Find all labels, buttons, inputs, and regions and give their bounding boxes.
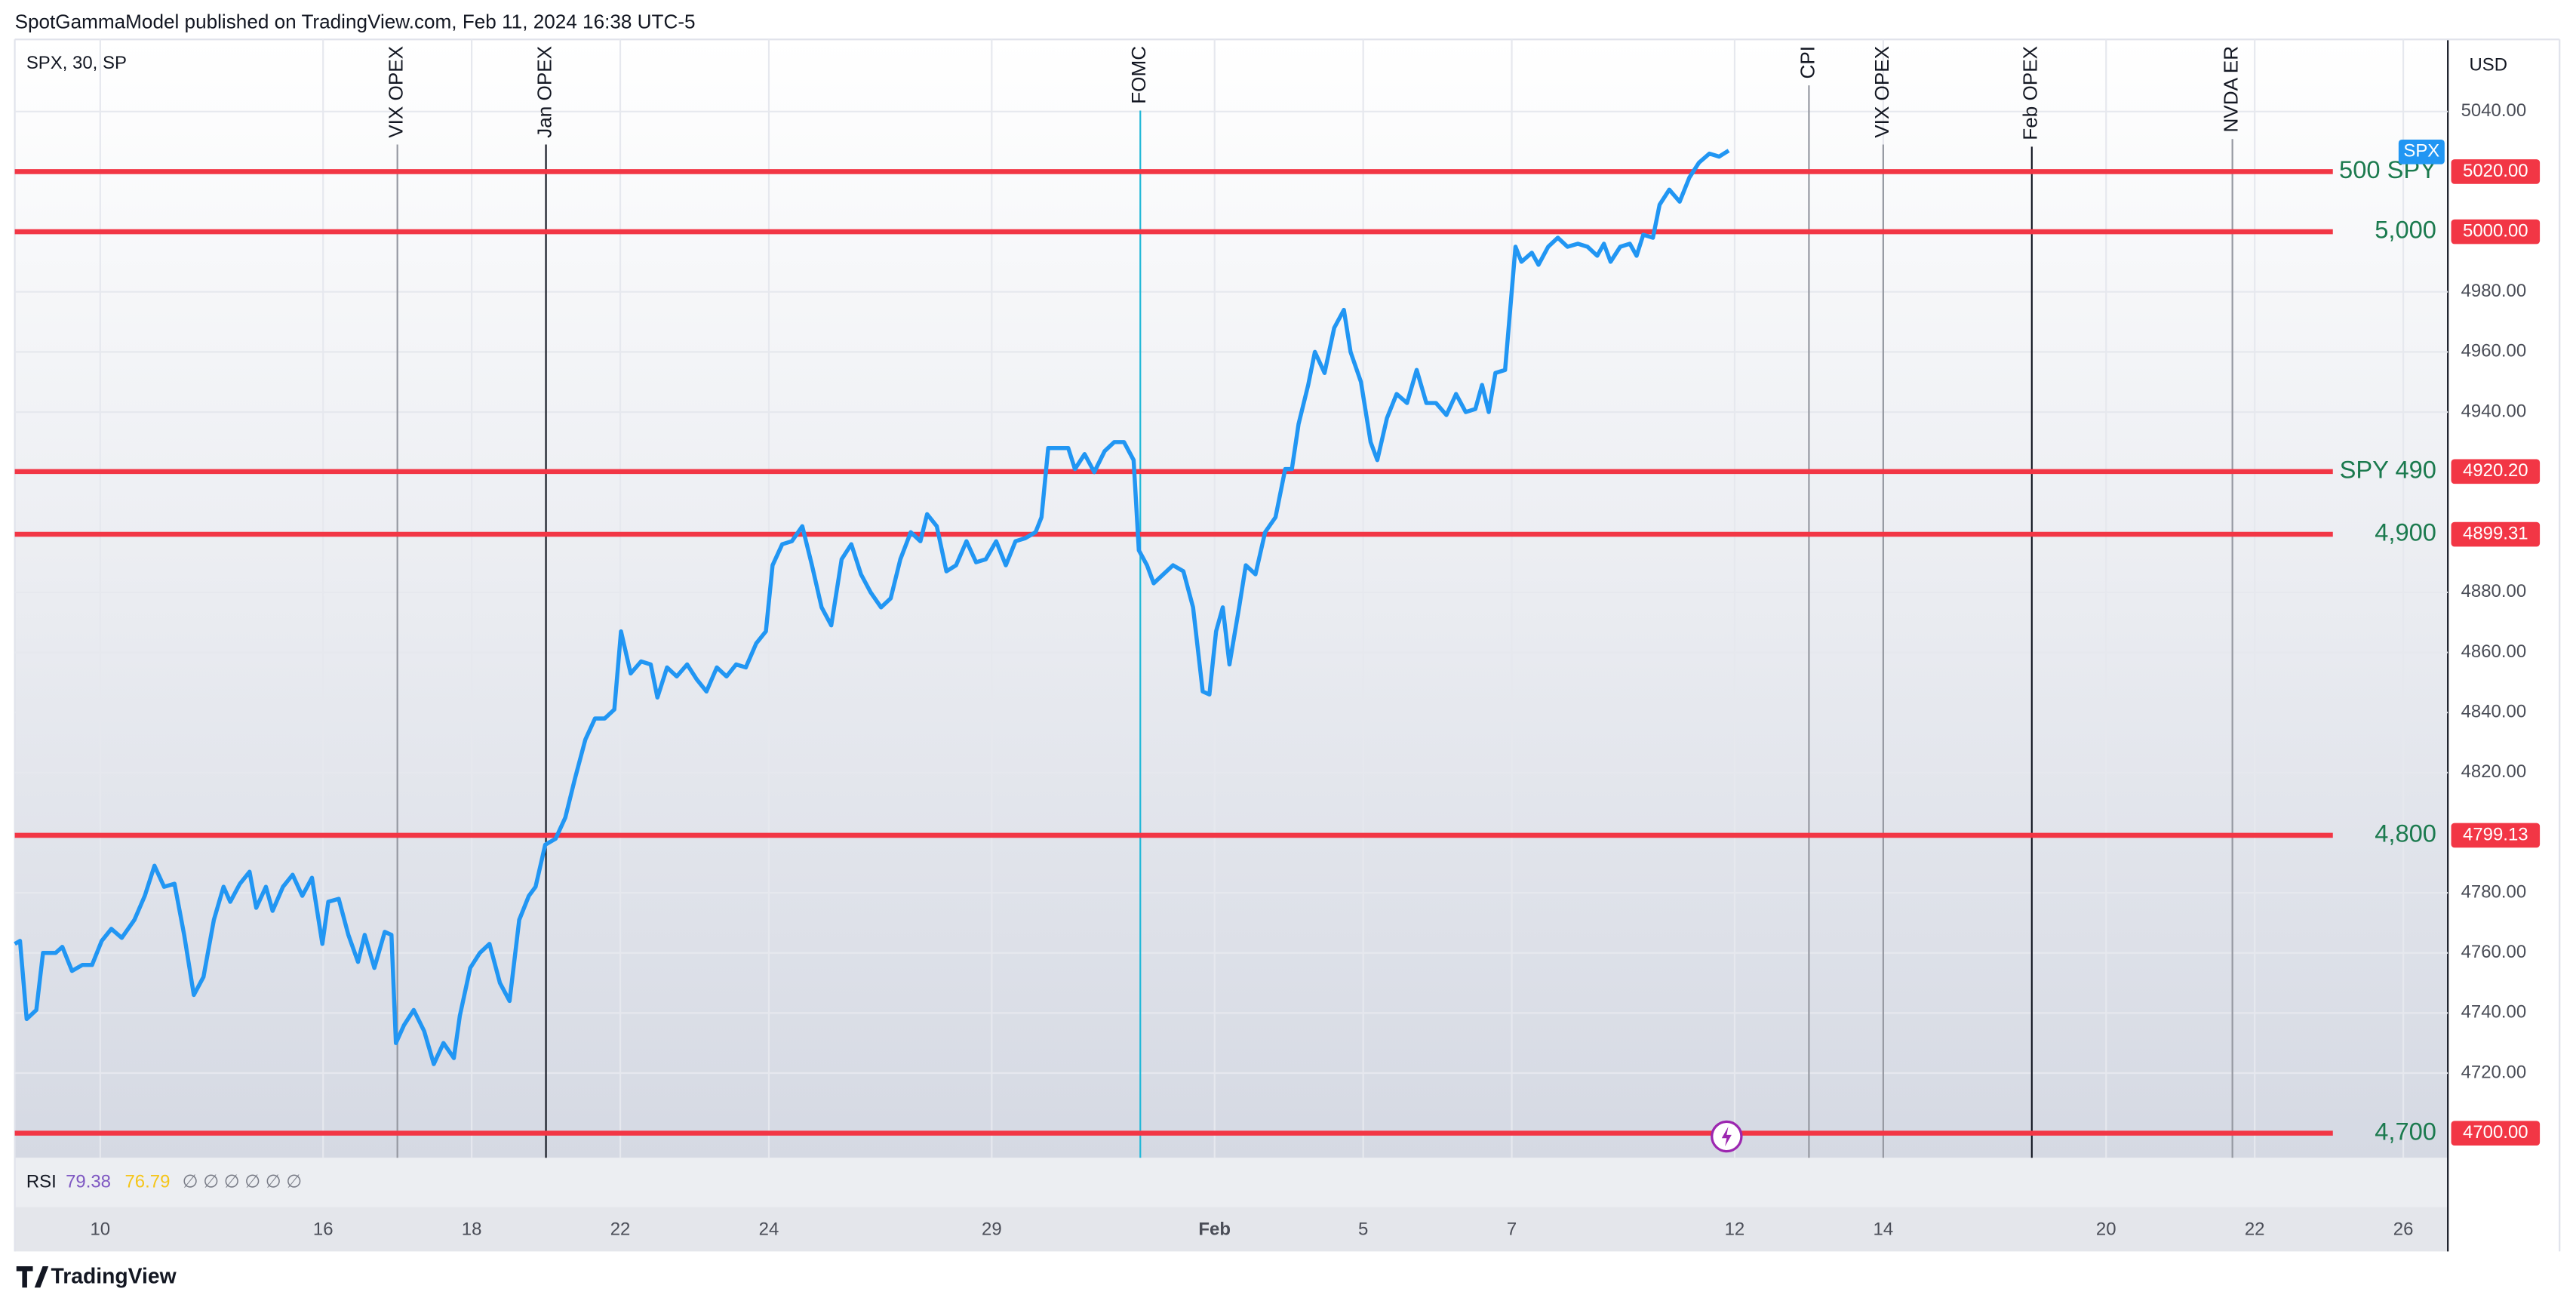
published: SpotGammaModel published on TradingView.… (15, 10, 696, 32)
level-label: SPY 490 (2340, 455, 2436, 483)
event-label: NVDA ER (2220, 46, 2242, 133)
level-value: 5020.00 (2463, 161, 2528, 181)
bolt-glyph (1721, 1126, 1732, 1147)
event-label: CPI (1796, 46, 1818, 79)
x-tick-label: 26 (2393, 1219, 2414, 1239)
x-tick-label: 22 (2245, 1219, 2265, 1239)
level-badge (2451, 521, 2541, 547)
x-tick-label: 7 (1507, 1219, 1517, 1239)
event-label: Feb OPEX (2019, 46, 2042, 140)
level-badge (2451, 459, 2541, 484)
event-label: VIX OPEX (385, 46, 407, 138)
y-tick-label: 4820.00 (2461, 761, 2527, 782)
level-label: 5,000 (2375, 216, 2436, 244)
level-label: 4,900 (2375, 518, 2436, 546)
y-tick-label: 4880.00 (2461, 581, 2527, 601)
level-value: 4799.13 (2463, 824, 2528, 844)
brand: TradingView (51, 1264, 177, 1288)
rsi-placeholders: ∅ ∅ ∅ ∅ ∅ ∅ (183, 1171, 302, 1192)
x-tick-label: 16 (313, 1219, 334, 1239)
rsi-value: 79.38 (66, 1171, 111, 1192)
x-tick-label: 20 (2096, 1219, 2116, 1239)
axes: 4720.00 4740.00 4760.00 4780.00 4820.00 4840.… (91, 100, 2527, 1239)
y-tick-label: 4720.00 (2461, 1062, 2527, 1082)
level-value: 4920.20 (2463, 460, 2528, 481)
rsi-label: RSI (26, 1171, 57, 1192)
y-tick-label: 4980.00 (2461, 281, 2527, 301)
level-label: 4,800 (2375, 820, 2436, 847)
y-tick-label: 4940.00 (2461, 401, 2527, 421)
x-tick-label: 22 (610, 1219, 631, 1239)
x-tick-label: 29 (982, 1219, 1002, 1239)
series: SPX (14, 139, 2445, 1066)
x-tick-label: 10 (91, 1219, 111, 1239)
level-value: 4700.00 (2463, 1122, 2528, 1143)
x-tick-label: 5 (1358, 1219, 1368, 1239)
plot-background (14, 39, 2448, 1158)
symbol: SPX, 30, SP (26, 53, 127, 73)
x-tick-label: 14 (1874, 1219, 1894, 1239)
level-badge (2451, 219, 2541, 244)
y-tick-label: 4840.00 (2461, 702, 2527, 722)
y-tick-label: 4860.00 (2461, 641, 2527, 662)
event-label: FOMC (1127, 46, 1150, 104)
level-value: 5000.00 (2463, 220, 2528, 241)
level-value: 4899.31 (2463, 523, 2528, 543)
y-tick-label: 4780.00 (2461, 881, 2527, 902)
events: VIX OPEX Jan OPEX FOMC CPI VIX OPEX Feb OPEX N… (385, 46, 2242, 1158)
rsi-value: 76.79 (124, 1171, 170, 1192)
y-tick-label: 4740.00 (2461, 1002, 2527, 1023)
event-label: Jan OPEX (533, 46, 555, 138)
time-axis (14, 1207, 2448, 1252)
level-badge (2451, 1121, 2541, 1146)
rsi-pane (14, 1158, 2448, 1207)
x-tick-label: 18 (462, 1219, 482, 1239)
event-label: VIX OPEX (1871, 46, 1893, 138)
series-badge (2398, 139, 2445, 165)
currency: USD (2469, 54, 2507, 75)
y-tick-label: 5040.00 (2461, 100, 2527, 121)
price-line (14, 149, 1730, 1066)
level-label: 4,700 (2375, 1117, 2436, 1145)
x-tick-label: 12 (1725, 1219, 1745, 1239)
level-badge (2451, 823, 2541, 848)
y-tick-label: 4760.00 (2461, 942, 2527, 962)
series-name: SPX (2403, 141, 2439, 161)
x-tick-label: 24 (759, 1219, 779, 1239)
x-tick-label: Feb (1198, 1219, 1231, 1239)
brand-logo (16, 1266, 49, 1288)
level-badge (2451, 159, 2541, 184)
y-tick-label: 4960.00 (2461, 341, 2527, 361)
